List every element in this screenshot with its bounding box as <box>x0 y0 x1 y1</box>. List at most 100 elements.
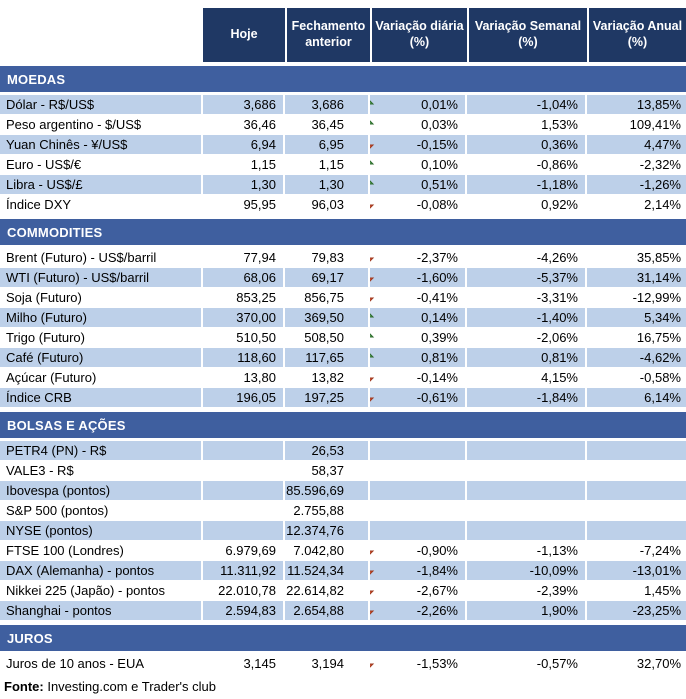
hoje-value: 196,05 <box>203 388 285 408</box>
variacao-semanal-value: 1,53% <box>467 115 587 135</box>
hoje-value: 77,94 <box>203 248 285 268</box>
variacao-semanal-value: -0,57% <box>467 654 587 674</box>
fechamento-value: 3,194 <box>285 654 370 674</box>
variacao-anual-value: 32,70% <box>587 654 686 674</box>
variacao-diaria-value: 0,81% <box>370 348 467 368</box>
variacao-diaria-value: -1,60% <box>370 268 467 288</box>
table-row: DAX (Alemanha) - pontos 11.311,92 11.524,3… <box>0 561 686 581</box>
variacao-anual-value <box>587 521 686 541</box>
variacao-anual-value: -1,26% <box>587 175 686 195</box>
hoje-value: 370,00 <box>203 308 285 328</box>
variacao-anual-value: 35,85% <box>587 248 686 268</box>
fechamento-value: 22.614,82 <box>285 581 370 601</box>
variacao-semanal-value: -1,18% <box>467 175 587 195</box>
variacao-diaria-value: 0,39% <box>370 328 467 348</box>
column-header-variacao-anual: Variação Anual (%) <box>587 8 686 62</box>
variacao-semanal-value: -10,09% <box>467 561 587 581</box>
down-arrow-icon <box>370 136 375 153</box>
hoje-value <box>203 501 285 521</box>
variacao-semanal-value: -1,13% <box>467 541 587 561</box>
variacao-semanal-value: -1,84% <box>467 388 587 408</box>
table-row: NYSE (pontos) 12.374,76 <box>0 521 686 541</box>
fechamento-value: 12.374,76 <box>285 521 370 541</box>
variacao-diaria-value: -0,08% <box>370 195 467 215</box>
column-header-variacao-diaria: Variação diária (%) <box>370 8 467 62</box>
instrument-label: Juros de 10 anos - EUA <box>0 654 203 674</box>
variacao-diaria-value: 0,51% <box>370 175 467 195</box>
up-arrow-icon <box>370 176 375 193</box>
hoje-value: 853,25 <box>203 288 285 308</box>
down-arrow-icon <box>370 582 375 599</box>
variacao-semanal-value: -4,26% <box>467 248 587 268</box>
fechamento-value: 6,95 <box>285 135 370 155</box>
variacao-diaria-value <box>370 501 467 521</box>
variacao-diaria-value: 0,10% <box>370 155 467 175</box>
instrument-label: Brent (Futuro) - US$/barril <box>0 248 203 268</box>
down-arrow-icon <box>370 196 375 213</box>
hoje-value <box>203 441 285 461</box>
instrument-label: Ibovespa (pontos) <box>0 481 203 501</box>
instrument-label: S&P 500 (pontos) <box>0 501 203 521</box>
variacao-diaria-value: -2,26% <box>370 601 467 621</box>
table-row: Shanghai - pontos 2.594,83 2.654,88 -2,26% 1… <box>0 601 686 621</box>
hoje-value: 68,06 <box>203 268 285 288</box>
variacao-semanal-value <box>467 441 587 461</box>
variacao-diaria-value <box>370 481 467 501</box>
table-row: Açúcar (Futuro) 13,80 13,82 -0,14% 4,15% -0,5… <box>0 368 686 388</box>
hoje-value: 1,15 <box>203 155 285 175</box>
down-arrow-icon <box>370 602 375 619</box>
table-row: Euro - US$/€ 1,15 1,15 0,10% -0,86% -2,32% <box>0 155 686 175</box>
variacao-diaria-value: 0,14% <box>370 308 467 328</box>
variacao-anual-value: 4,47% <box>587 135 686 155</box>
table-row: Yuan Chinês - ¥/US$ 6,94 6,95 -0,15% 0,36% 4,… <box>0 135 686 155</box>
fechamento-value: 13,82 <box>285 368 370 388</box>
hoje-value: 510,50 <box>203 328 285 348</box>
variacao-diaria-value: -0,15% <box>370 135 467 155</box>
variacao-diaria-value: -0,14% <box>370 368 467 388</box>
instrument-label: Shanghai - pontos <box>0 601 203 621</box>
instrument-label: Soja (Futuro) <box>0 288 203 308</box>
column-header-hoje: Hoje <box>203 8 285 62</box>
variacao-anual-value <box>587 481 686 501</box>
variacao-diaria-value: 0,03% <box>370 115 467 135</box>
variacao-semanal-value <box>467 521 587 541</box>
variacao-anual-value: 13,85% <box>587 95 686 115</box>
table-header: Hoje Fechamento anterior Variação diária… <box>203 8 686 62</box>
hoje-value: 6.979,69 <box>203 541 285 561</box>
variacao-anual-value: 16,75% <box>587 328 686 348</box>
instrument-label: Índice DXY <box>0 195 203 215</box>
variacao-anual-value: -2,32% <box>587 155 686 175</box>
variacao-anual-value <box>587 501 686 521</box>
variacao-anual-value: -23,25% <box>587 601 686 621</box>
instrument-label: PETR4 (PN) - R$ <box>0 441 203 461</box>
variacao-semanal-value: 0,92% <box>467 195 587 215</box>
fechamento-value: 369,50 <box>285 308 370 328</box>
hoje-value: 95,95 <box>203 195 285 215</box>
variacao-semanal-value: -1,04% <box>467 95 587 115</box>
hoje-value: 3,686 <box>203 95 285 115</box>
fechamento-value: 58,37 <box>285 461 370 481</box>
variacao-diaria-value <box>370 441 467 461</box>
column-header-variacao-semanal: Variação Semanal (%) <box>467 8 587 62</box>
variacao-anual-value: -13,01% <box>587 561 686 581</box>
hoje-value: 2.594,83 <box>203 601 285 621</box>
down-arrow-icon <box>370 389 375 406</box>
variacao-semanal-value: 0,36% <box>467 135 587 155</box>
variacao-semanal-value: -5,37% <box>467 268 587 288</box>
section-header: MOEDAS <box>0 66 686 92</box>
variacao-anual-value <box>587 461 686 481</box>
fechamento-value: 96,03 <box>285 195 370 215</box>
table-row: Milho (Futuro) 370,00 369,50 0,14% -1,40% 5,3… <box>0 308 686 328</box>
variacao-diaria-value: -0,90% <box>370 541 467 561</box>
hoje-value: 118,60 <box>203 348 285 368</box>
variacao-diaria-value: -1,53% <box>370 654 467 674</box>
table-row: Nikkei 225 (Japão) - pontos 22.010,78 22.6… <box>0 581 686 601</box>
table-row: WTI (Futuro) - US$/barril 68,06 69,17 -1,60… <box>0 268 686 288</box>
table-row: Índice CRB 196,05 197,25 -0,61% -1,84% 6,14% <box>0 388 686 408</box>
variacao-anual-value: -0,58% <box>587 368 686 388</box>
up-arrow-icon <box>370 329 375 346</box>
variacao-diaria-value: -0,61% <box>370 388 467 408</box>
section-header: JUROS <box>0 625 686 651</box>
fechamento-value: 85.596,69 <box>285 481 370 501</box>
